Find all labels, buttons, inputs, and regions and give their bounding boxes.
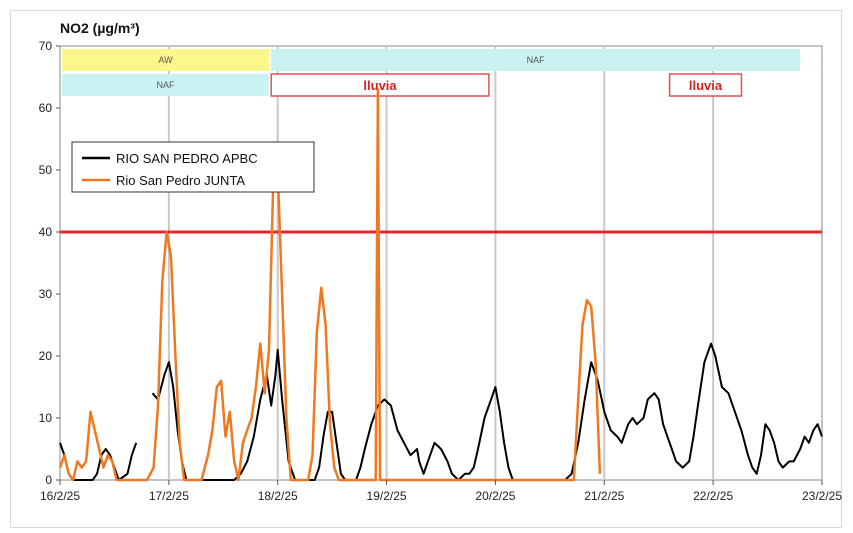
band-label-1: NAF xyxy=(527,55,546,65)
x-tick-label-0: 16/2/25 xyxy=(40,489,80,503)
chart-title: NO2 (µg/m³) xyxy=(60,20,140,36)
plot-area xyxy=(59,45,823,481)
x-tick-label-4: 20/2/25 xyxy=(475,489,515,503)
legend-label-1: Rio San Pedro JUNTA xyxy=(116,173,245,188)
chart-frame xyxy=(10,10,842,528)
rain-label-1: lluvia xyxy=(689,78,723,93)
period-bands: AW NAF NAF lluvia lluvia xyxy=(62,49,801,97)
y-tick-label-1: 10 xyxy=(39,411,53,425)
y-tick-label-2: 20 xyxy=(39,349,53,363)
series-layer xyxy=(58,88,823,482)
grid-layer xyxy=(59,45,823,481)
axes: 0 10 20 30 40 50 60 70 16/2/25 17/2/25 18/2/25 19/2… xyxy=(39,39,843,503)
legend-box xyxy=(71,141,315,193)
rain-label-0: lluvia xyxy=(363,78,397,93)
y-tick-label-6: 60 xyxy=(39,101,53,115)
legend-label-0: RIO SAN PEDRO APBC xyxy=(116,151,258,166)
rain-box-0 xyxy=(270,73,490,97)
y-tick-label-5: 50 xyxy=(39,163,53,177)
band-label-2: NAF xyxy=(157,80,176,90)
x-tick-label-5: 21/2/25 xyxy=(584,489,624,503)
rain-box-1 xyxy=(668,73,743,97)
band-1 xyxy=(271,49,801,71)
x-tick-label-6: 22/2/25 xyxy=(693,489,733,503)
band-2 xyxy=(62,74,270,96)
y-tick-label-7: 70 xyxy=(39,39,53,53)
x-tick-label-7: 23/2/25 xyxy=(802,489,842,503)
series-1-line-0 xyxy=(58,88,602,482)
x-tick-label-3: 19/2/25 xyxy=(367,489,407,503)
band-0 xyxy=(62,49,270,71)
legend: RIO SAN PEDRO APBC Rio San Pedro JUNTA xyxy=(71,141,315,193)
band-label-0: AW xyxy=(158,55,173,65)
x-tick-label-2: 18/2/25 xyxy=(258,489,298,503)
x-tick-label-1: 17/2/25 xyxy=(149,489,189,503)
y-tick-label-4: 40 xyxy=(39,225,53,239)
y-tick-label-0: 0 xyxy=(45,473,52,487)
y-tick-label-3: 30 xyxy=(39,287,53,301)
